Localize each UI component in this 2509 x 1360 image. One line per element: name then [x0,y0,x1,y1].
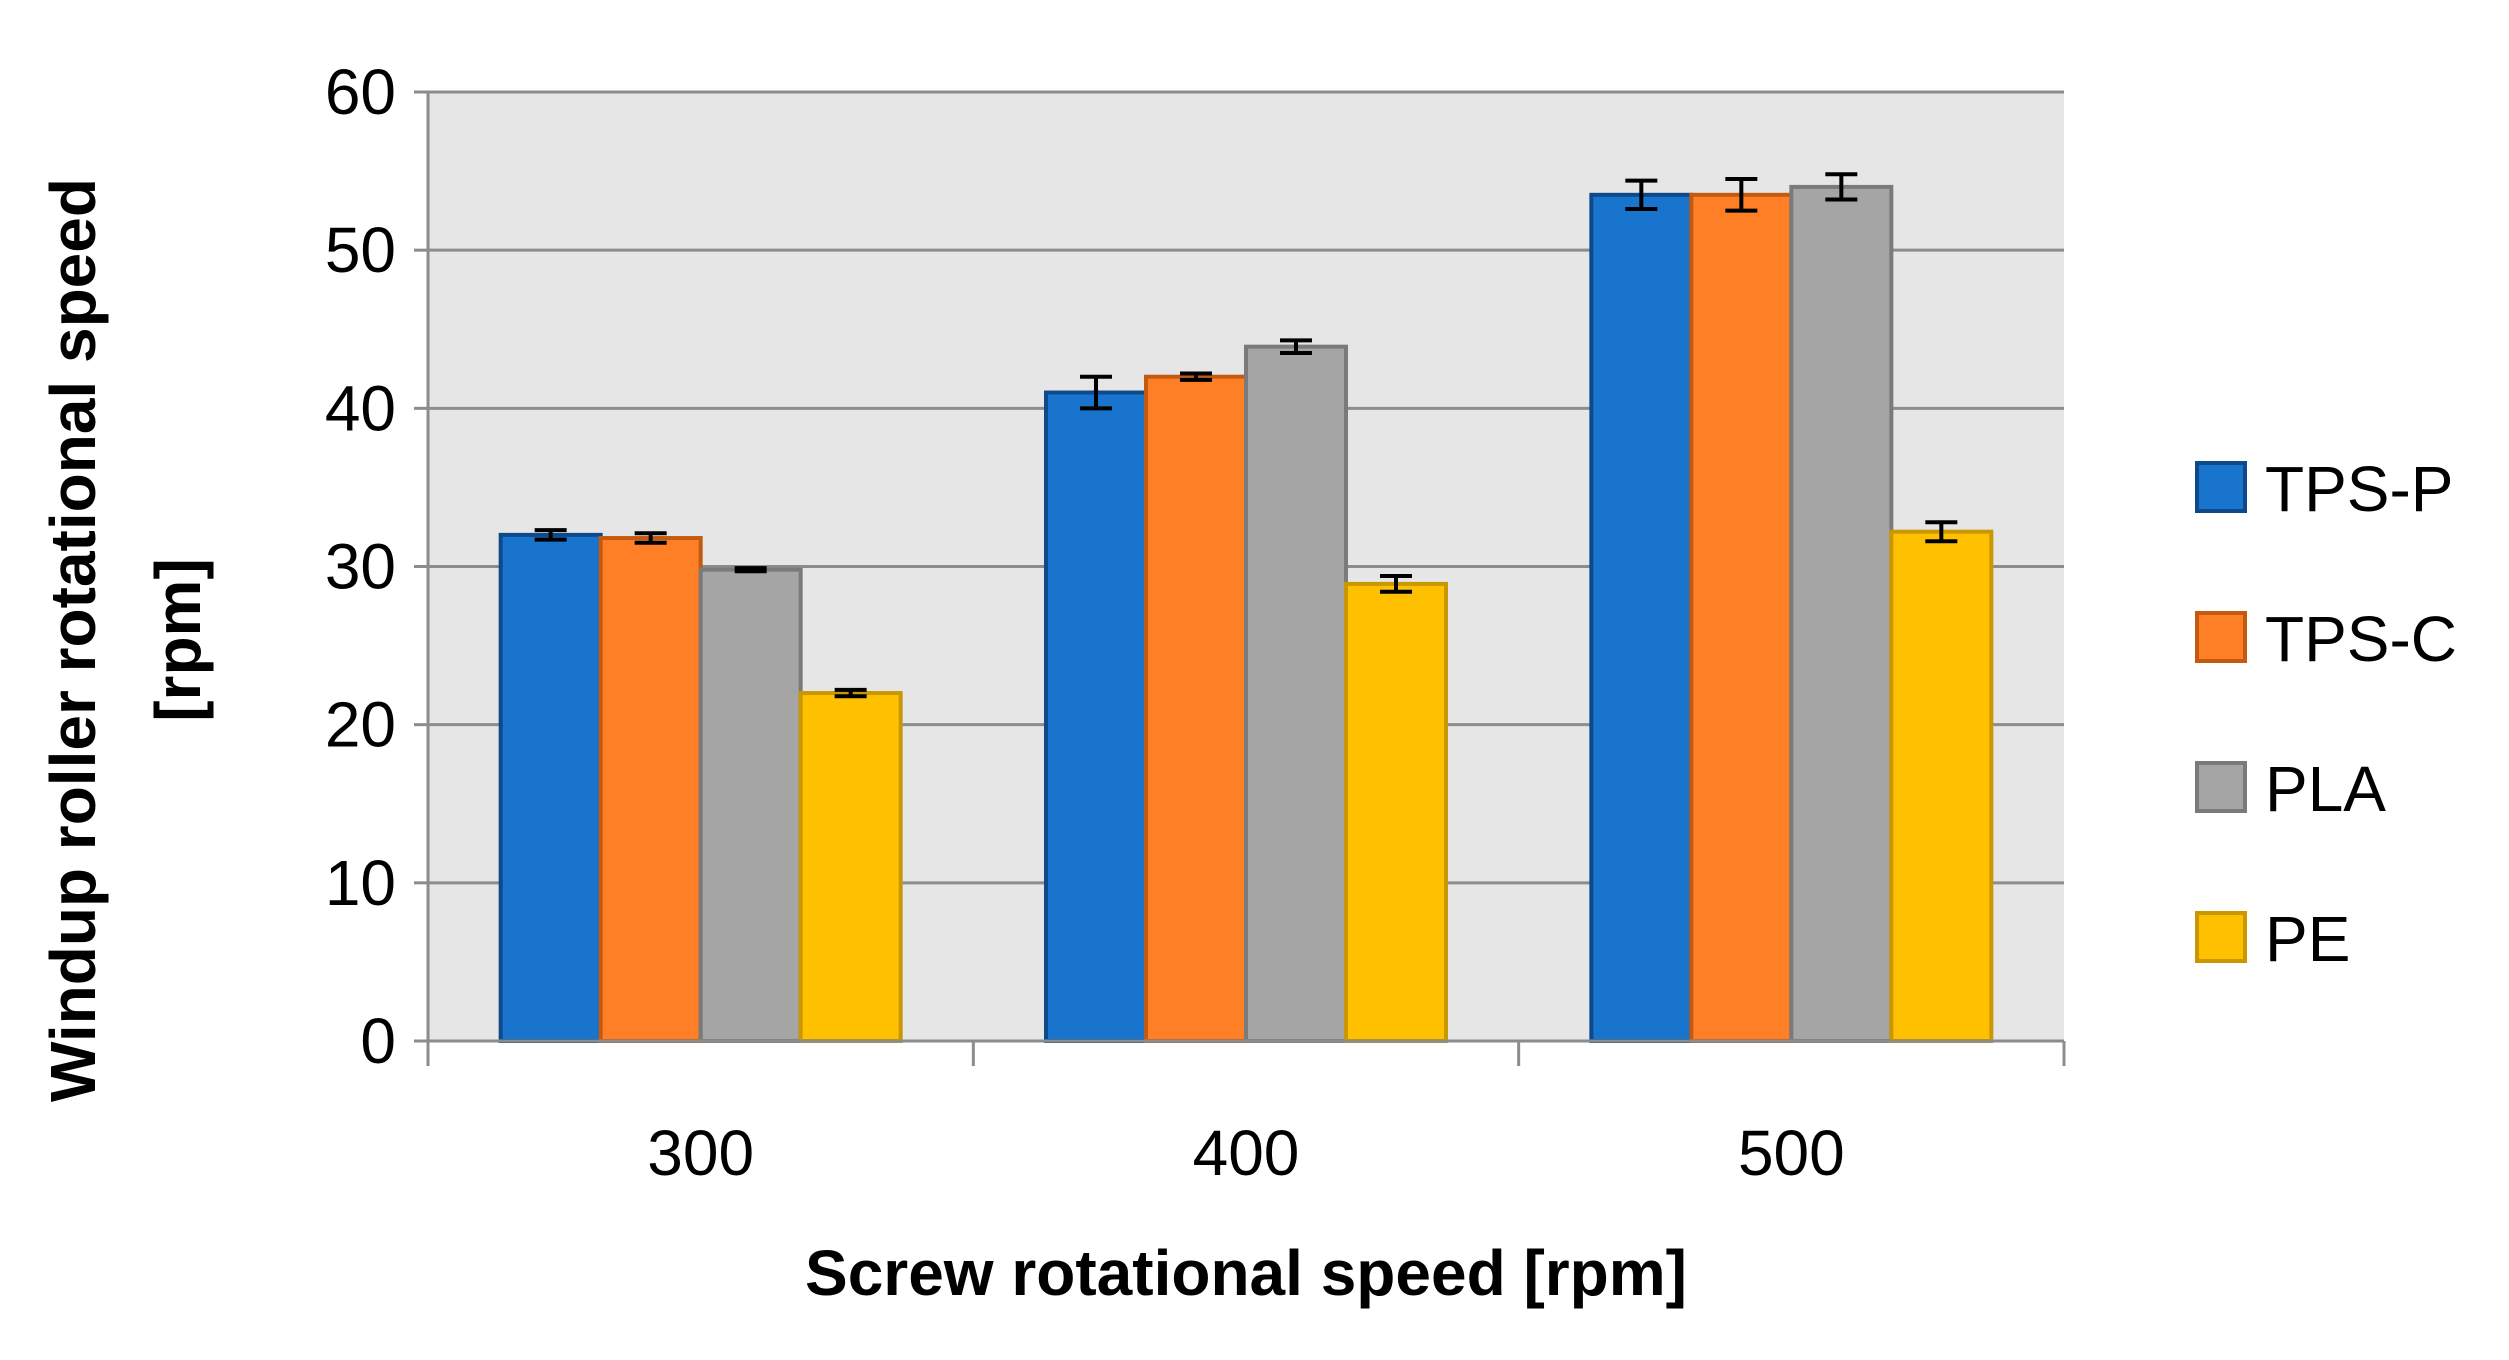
x-tick-label: 300 [647,1117,754,1189]
axes [426,92,2066,1066]
y-tick-label: 20 [325,689,396,761]
y-axis-title-unit: [rpm] [142,558,214,722]
bar-pe-300 [798,691,903,1043]
legend-label-tps-c: TPS-C [2265,603,2457,675]
x-axis-title: Screw rotational speed [rpm] [805,1237,1687,1309]
legend-swatch-tps-c [2195,611,2247,663]
x-tick-labels: 300 400 500 [647,1117,1844,1189]
bars [498,184,1994,1044]
legend-label-tps-p: TPS-P [2265,453,2453,525]
bar-tps-c-400 [1144,374,1248,1043]
bar-tps-p-400 [1044,390,1148,1043]
y-tick-label: 40 [325,372,396,444]
x-tick-label: 500 [1738,1117,1845,1189]
legend-label-pe: PE [2265,903,2350,975]
legend-swatch-tps-p [2195,461,2247,513]
bar-pe-500 [1889,529,1994,1043]
y-tick-labels: 0 10 20 30 40 50 60 [325,56,396,1077]
x-tick-label: 400 [1193,1117,1300,1189]
legend-swatch-pe [2195,911,2247,963]
y-tick-label: 10 [325,847,396,919]
y-tick-label: 50 [325,214,396,286]
y-tick-label: 30 [325,531,396,603]
y-axis-title: Windup roller rotational speed [37,178,109,1102]
bar-pla-500 [1789,184,1894,1043]
y-tick-label: 60 [325,56,396,128]
y-tick-label: 0 [360,1005,396,1077]
legend-swatch-pla [2195,761,2247,813]
bar-pla-300 [698,567,803,1043]
bar-pla-400 [1244,344,1348,1044]
bar-pe-400 [1344,581,1448,1043]
legend: TPS-P TPS-C PLA PE [2195,453,2457,975]
bar-tps-p-500 [1589,192,1694,1043]
legend-label-pla: PLA [2265,753,2386,825]
bar-tps-c-300 [598,536,703,1044]
bar-tps-c-500 [1689,192,1794,1043]
bar-tps-p-300 [498,532,603,1043]
error-bars [534,172,1958,699]
